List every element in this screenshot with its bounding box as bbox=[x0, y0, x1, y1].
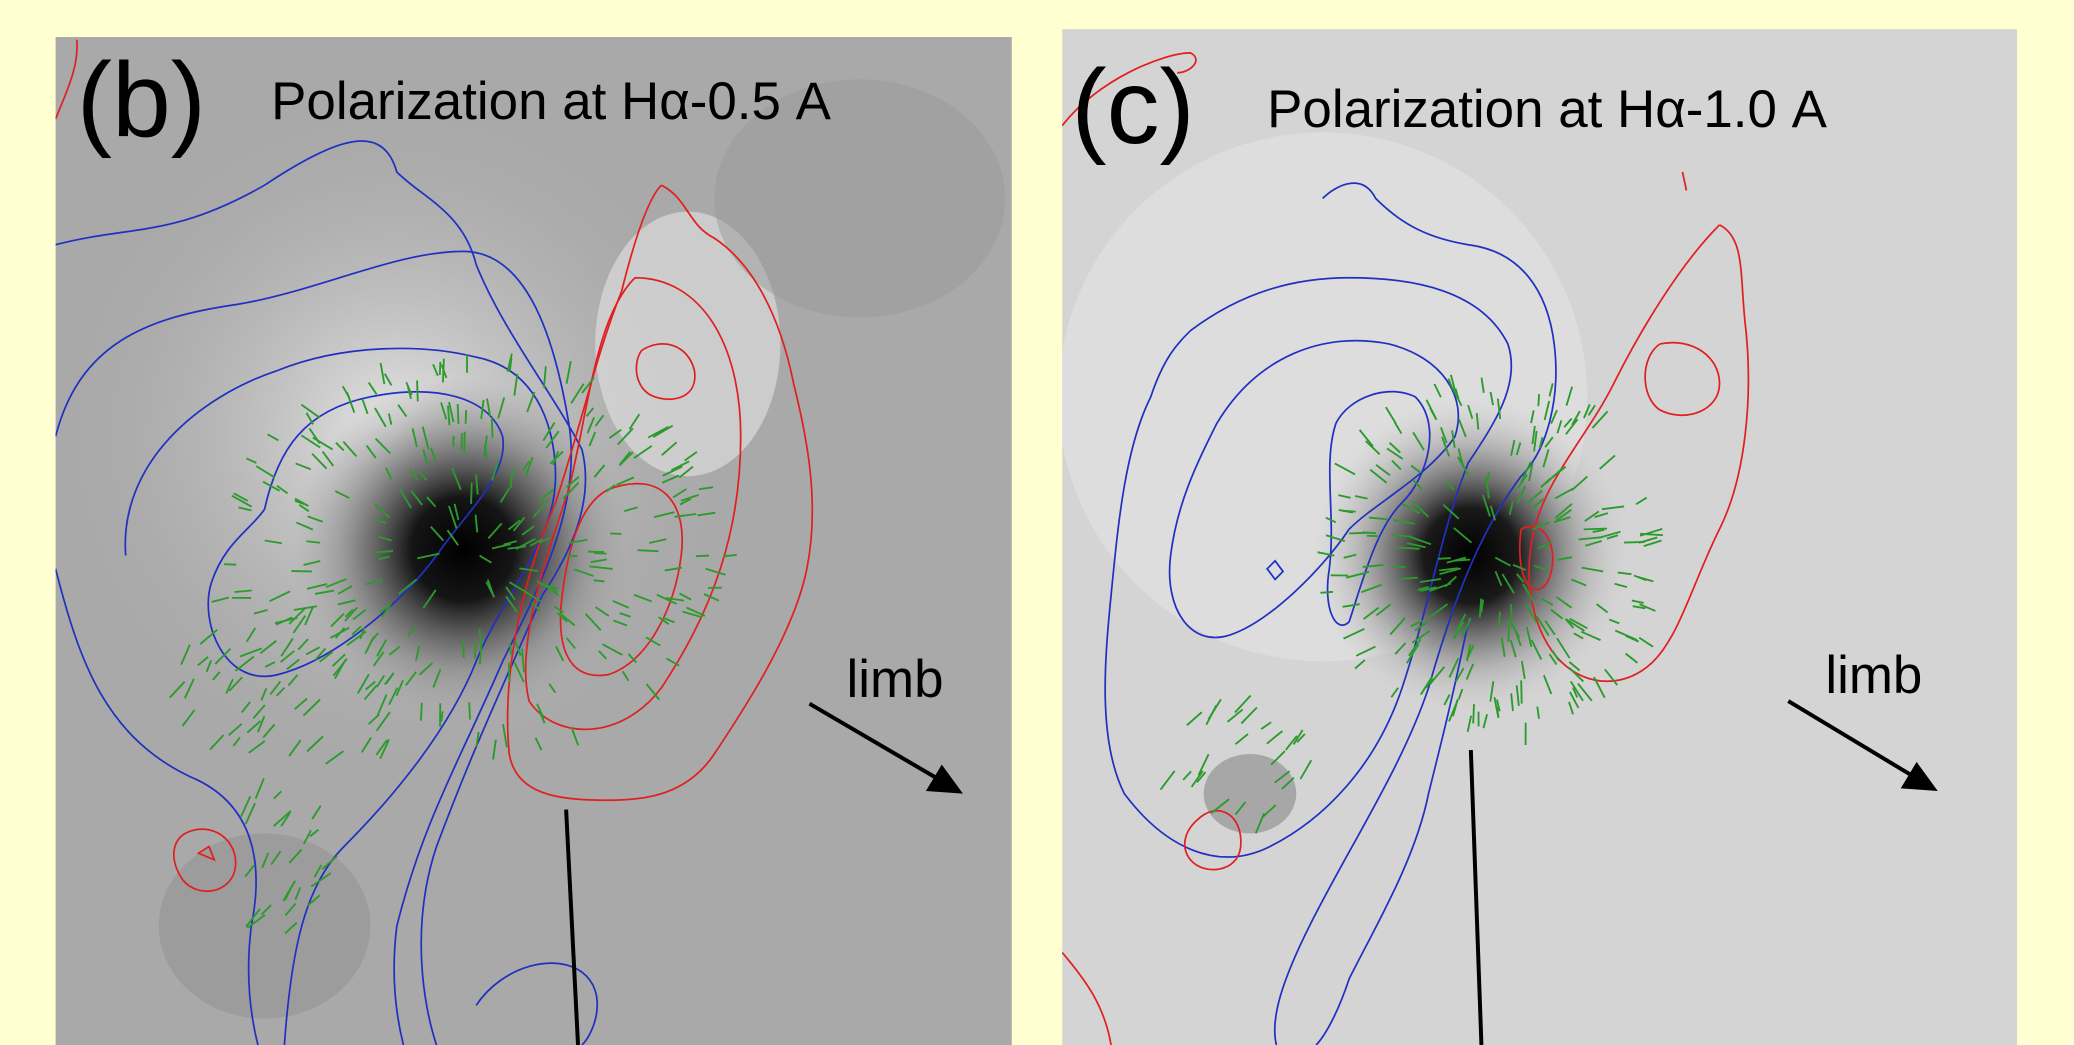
polarization-dash bbox=[463, 640, 464, 658]
panel-title: Polarization at Hα-0.5 A bbox=[271, 72, 831, 131]
polarization-dash bbox=[1320, 592, 1333, 593]
polarization-dash bbox=[475, 640, 476, 659]
polarization-dash bbox=[696, 556, 709, 557]
direction-label: limb bbox=[1825, 646, 1922, 705]
polarization-dash bbox=[1538, 394, 1539, 406]
polarization-dash bbox=[417, 380, 418, 401]
panel-b-image bbox=[56, 37, 1012, 1045]
polarization-dash bbox=[594, 553, 606, 554]
polarization-dash bbox=[458, 404, 459, 424]
polarization-dash bbox=[224, 564, 236, 565]
direction-label: limb bbox=[847, 650, 944, 709]
polarization-dash bbox=[471, 483, 472, 504]
panel-label: (c) bbox=[1071, 48, 1194, 166]
figure: (b) Polarization at Hα-0.5 A limb (c) Po… bbox=[0, 0, 2074, 1045]
polarization-dash bbox=[469, 702, 470, 719]
polarization-dash bbox=[1508, 619, 1509, 641]
polarization-dash bbox=[443, 359, 444, 383]
panel-title: Polarization at Hα-1.0 A bbox=[1267, 80, 1827, 139]
polarization-dash bbox=[1400, 578, 1417, 579]
panel-label: (b) bbox=[77, 41, 206, 159]
polarization-dash bbox=[1362, 532, 1376, 533]
panel-c-image bbox=[1058, 29, 2017, 1045]
polarization-dash bbox=[1584, 529, 1607, 530]
polarization-dash bbox=[1624, 542, 1645, 543]
polarization-dash bbox=[421, 703, 422, 721]
polarization-dash bbox=[638, 550, 659, 551]
polarization-dash bbox=[466, 410, 467, 424]
page: (b) Polarization at Hα-0.5 A limb (c) Po… bbox=[0, 0, 2074, 1045]
polarization-dash bbox=[492, 418, 493, 438]
polarization-dash bbox=[1473, 704, 1474, 723]
polarization-dash bbox=[1438, 558, 1451, 559]
polarization-dash bbox=[594, 580, 605, 581]
